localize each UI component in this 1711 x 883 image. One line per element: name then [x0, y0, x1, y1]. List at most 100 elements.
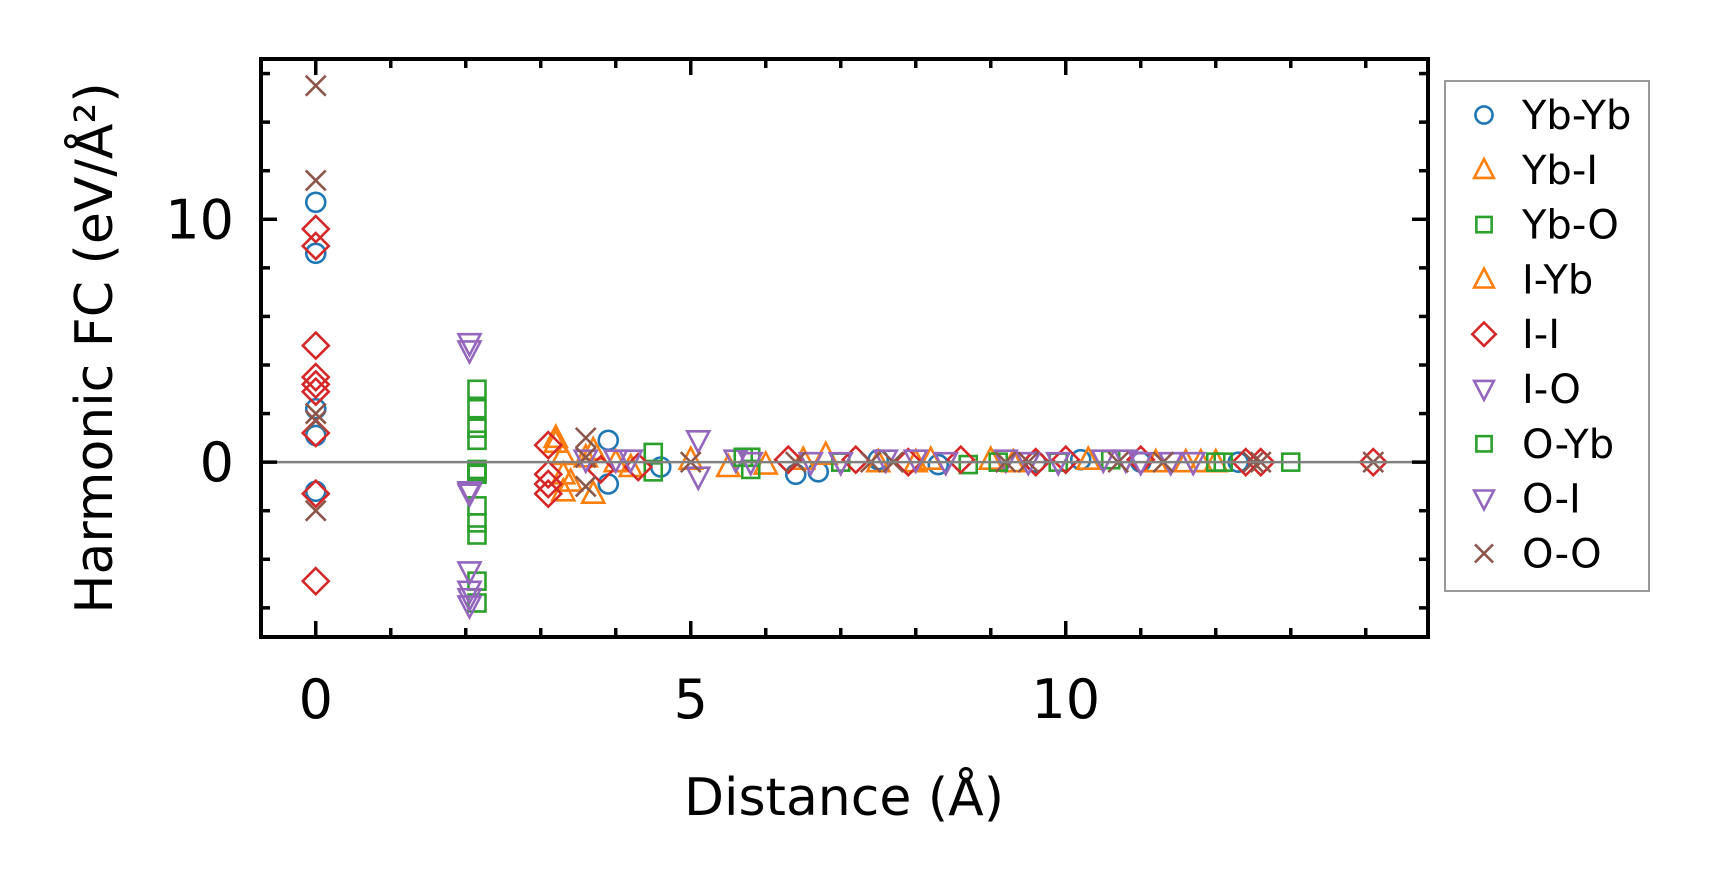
data-point [304, 191, 327, 214]
data-point [1075, 444, 1102, 471]
legend-marker-icon [1475, 434, 1493, 453]
legend-marker-icon [1471, 156, 1497, 180]
y-axis-label: Harmonic FC (eV/Å²) [63, 82, 125, 613]
data-point [574, 475, 597, 498]
legend-marker-icon [1475, 215, 1493, 234]
legend-marker-icon [1471, 379, 1497, 403]
data-point [580, 478, 607, 505]
data-point [304, 402, 327, 425]
data-point [1127, 451, 1154, 477]
data-point [300, 231, 331, 261]
x-tick-label: 10 [1031, 668, 1100, 731]
data-point [773, 444, 804, 475]
data-point [1015, 451, 1042, 477]
legend-label: Yb-I [1521, 148, 1598, 194]
data-point [300, 330, 331, 361]
legend-label: O-I [1522, 477, 1581, 523]
legend-label: Yb-O [1521, 203, 1619, 249]
data-point [574, 426, 597, 449]
x-tick-label: 0 [299, 668, 333, 731]
data-point [467, 513, 487, 533]
data-point [533, 459, 564, 490]
data-point [533, 478, 564, 509]
legend-label: Yb-Yb [1521, 93, 1631, 139]
legend-label: I-O [1522, 367, 1581, 413]
data-point [945, 444, 976, 475]
axis-ticks [261, 59, 1428, 637]
legend-marker-icon [1471, 265, 1497, 289]
data-point [1230, 447, 1261, 477]
data-point [456, 561, 483, 587]
data-point [542, 423, 569, 449]
legend-item: O-I [1471, 477, 1581, 523]
legend-item: I-O [1471, 367, 1581, 413]
data-point [456, 332, 483, 358]
data-point [572, 442, 599, 468]
legend: Yb-Yb Yb-I Yb-O I-Yb I-I I-O O-Yb O-I O-O [1444, 80, 1650, 592]
data-point [893, 447, 924, 477]
data-point [1245, 447, 1276, 477]
legend-label: O-O [1522, 531, 1602, 577]
data-point [467, 525, 487, 545]
legend-marker-icon [1474, 105, 1494, 125]
data-point [304, 480, 327, 503]
data-point [304, 499, 327, 522]
legend-label: I-I [1522, 312, 1560, 358]
data-point [467, 418, 487, 438]
y-tick-label: 0 [200, 431, 234, 494]
data-point [1045, 451, 1072, 477]
legend-marker-icon [1474, 543, 1494, 564]
data-point [304, 74, 327, 97]
data-point [685, 429, 712, 456]
data-point [304, 409, 327, 432]
x-tick-label: 5 [674, 668, 708, 731]
data-point [597, 473, 620, 495]
legend-item: Yb-I [1471, 148, 1598, 194]
data-point [685, 466, 712, 492]
data-point [456, 340, 483, 366]
data-point [533, 469, 564, 499]
data-point [467, 430, 487, 451]
data-point [827, 451, 854, 477]
legend-item: I-Yb [1471, 257, 1593, 303]
legend-item: O-O [1474, 531, 1602, 577]
data-point [300, 362, 331, 392]
data-point [557, 466, 584, 492]
data-point [304, 169, 327, 192]
y-tick-label: 10 [165, 188, 234, 251]
series-yb-o [467, 379, 1301, 613]
legend-item: Yb-Yb [1474, 93, 1631, 139]
data-point [300, 566, 331, 596]
data-point [797, 451, 824, 477]
data-point [1172, 447, 1199, 473]
data-point [300, 369, 331, 400]
data-point [927, 453, 950, 476]
data-point [300, 214, 331, 244]
legend-marker-icon [1470, 320, 1498, 348]
series-yb-yb [304, 191, 1250, 503]
data-point [574, 446, 597, 469]
data-point [1050, 444, 1081, 475]
data-points [300, 74, 1389, 621]
data-point [467, 398, 487, 419]
plot-frame [259, 57, 1430, 639]
legend-item: Yb-O [1475, 203, 1619, 249]
data-point [1180, 451, 1207, 477]
data-point [456, 580, 483, 606]
data-point [932, 451, 959, 477]
data-point [467, 379, 487, 400]
data-point [300, 376, 331, 407]
data-point [456, 480, 483, 507]
data-point [597, 429, 620, 452]
legend-label: O-Yb [1522, 422, 1614, 468]
data-point [733, 447, 754, 468]
legend-item: I-I [1470, 312, 1560, 358]
legend-item: O-Yb [1475, 422, 1614, 468]
data-point [533, 430, 564, 460]
data-point [958, 454, 979, 475]
x-axis-label: Distance (Å) [684, 766, 1004, 828]
data-point [1358, 447, 1389, 477]
data-point [456, 595, 483, 621]
legend-label: I-Yb [1522, 257, 1593, 303]
data-point [300, 478, 331, 509]
